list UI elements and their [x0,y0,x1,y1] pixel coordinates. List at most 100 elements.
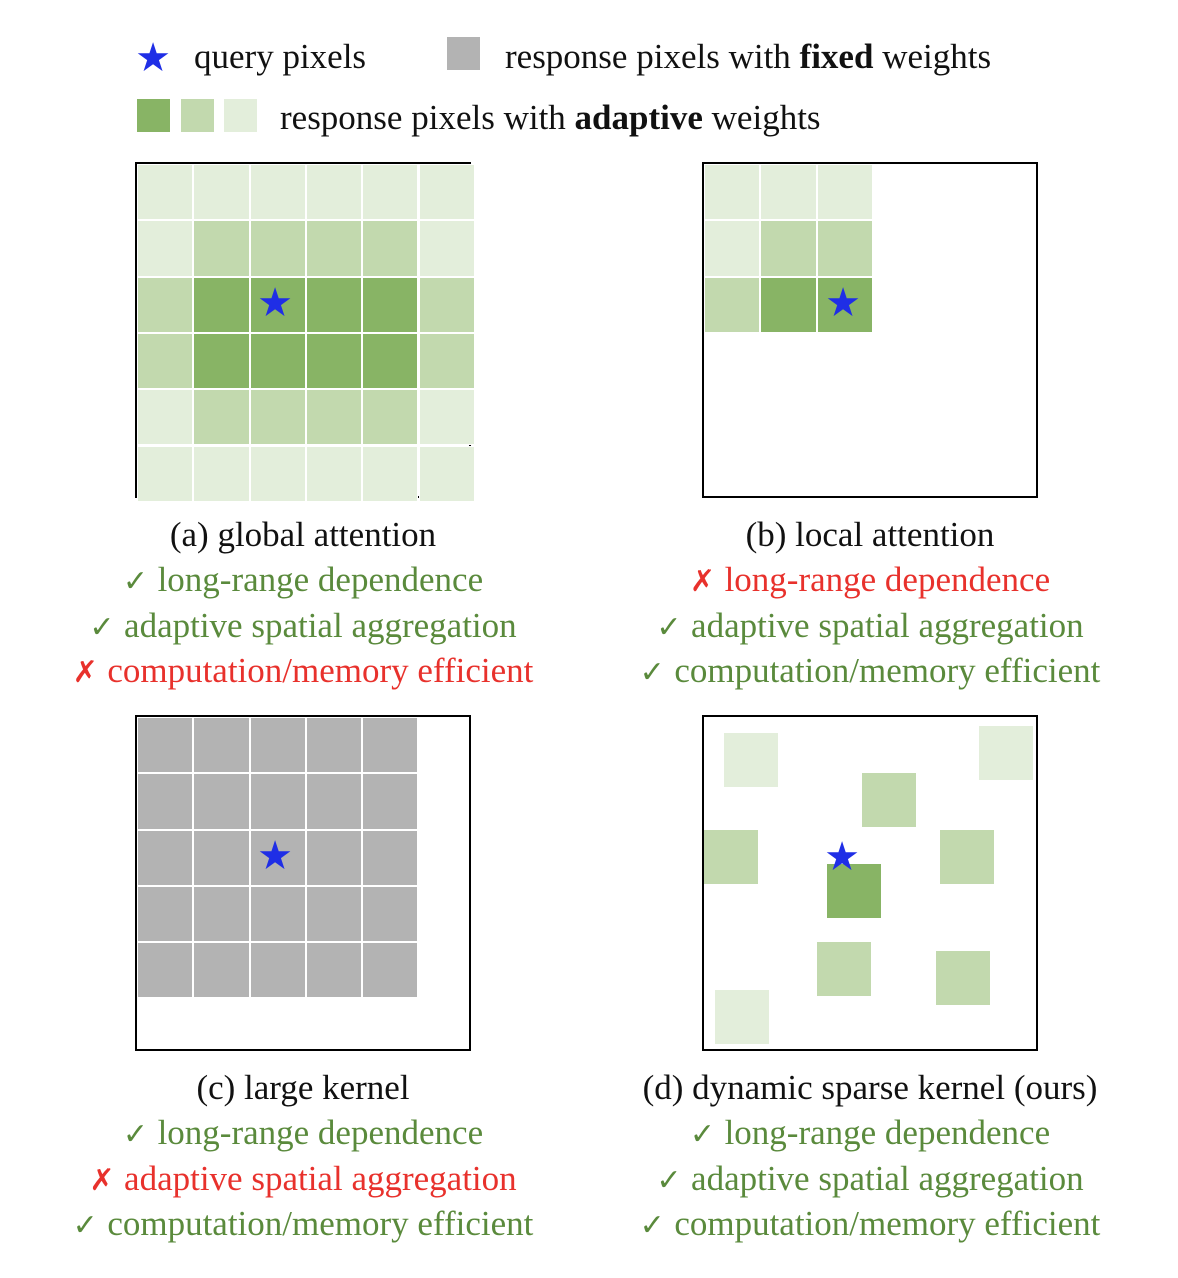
panel-caption: (b) local attention [745,515,995,554]
response-pixel [137,389,194,446]
response-pixel [305,332,363,390]
query-star-icon: ★ [257,833,293,878]
property-text: computation/memory efficient [107,651,534,690]
response-pixel [704,220,761,277]
response-pixel [305,276,363,333]
response-pixel [249,717,306,774]
check-icon: ✓ [122,564,158,599]
response-pixel [305,164,363,221]
property-satisfied: ✓ long-range dependence [23,562,583,597]
response-pixel [760,276,817,333]
response-pixel [137,164,194,221]
property-satisfied: ✓ long-range dependence [23,1115,583,1150]
response-pixel [816,220,873,277]
response-pixel [193,445,250,502]
cross-icon: ✗ [689,564,725,599]
response-pixel [704,830,758,884]
query-star-icon: ★ [825,280,861,325]
response-pixel [193,829,250,886]
response-pixel [362,773,419,830]
response-pixel [193,942,250,999]
response-pixel [362,164,419,221]
check-icon: ✓ [72,1208,108,1243]
response-pixel [193,717,250,774]
response-pixel [816,276,873,333]
property-satisfied: ✓ computation/memory efficient [23,1206,583,1241]
response-pixel [137,717,194,774]
response-pixel [362,220,419,277]
response-pixel [193,389,250,446]
property-text: computation/memory efficient [107,1204,534,1243]
property-unsatisfied: ✗ adaptive spatial aggregation [23,1161,583,1196]
response-pixel [249,332,306,390]
query-star-icon: ★ [824,834,860,879]
response-pixel [418,389,475,446]
panel-caption: (d) dynamic sparse kernel (ours) [642,1068,1098,1107]
response-pixel [193,773,250,830]
response-pixel [305,389,363,446]
response-pixel [362,717,419,774]
property-text: long-range dependence [157,1113,484,1152]
check-icon: ✓ [689,1117,725,1152]
response-pixel [362,332,419,390]
response-pixel [418,445,475,502]
response-pixel [249,942,306,999]
response-pixel [979,726,1033,780]
property-satisfied: ✓ computation/memory efficient [590,653,1150,688]
response-pixel [137,773,194,830]
property-text: long-range dependence [724,1113,1051,1152]
panel-global-attention [135,162,475,502]
response-pixel [249,773,306,830]
response-pixel [305,445,363,502]
response-pixel [137,942,194,999]
response-pixel [305,717,363,774]
response-pixel [305,773,363,830]
check-icon: ✓ [639,655,675,690]
panel-caption: (c) large kernel [196,1068,410,1107]
response-pixel [862,773,916,827]
response-pixel [137,885,194,943]
response-pixel [305,220,363,277]
response-pixel [362,885,419,943]
response-pixel [940,830,994,884]
legend-fixed-label: response pixels with fixed weights [505,39,991,74]
response-pixel [137,220,194,277]
legend-fixed-suffix: weights [873,37,992,76]
legend-adaptive-swatch-light [224,99,257,132]
response-pixel [193,332,250,390]
response-pixel [362,829,419,886]
legend-adaptive-label: response pixels with adaptive weights [280,100,821,135]
response-pixel [418,164,475,221]
property-satisfied: ✓ long-range dependence [590,1115,1150,1150]
property-text: adaptive spatial aggregation [691,605,1084,645]
property-text: adaptive spatial aggregation [691,1158,1084,1198]
response-pixel [137,829,194,886]
legend-star-icon: ★ [135,35,171,80]
response-pixel [249,885,306,943]
legend-adaptive-bold: adaptive [574,98,703,137]
legend-adaptive-suffix: weights [702,98,821,137]
response-pixel [305,942,363,999]
property-unsatisfied: ✗ long-range dependence [590,562,1150,597]
check-icon: ✓ [89,609,125,645]
property-unsatisfied: ✗ computation/memory efficient [23,653,583,688]
response-pixel [249,445,306,502]
legend-adaptive-swatch-dark [137,99,170,132]
cross-icon: ✗ [72,655,108,690]
check-icon: ✓ [639,1208,675,1243]
response-pixel [305,885,363,943]
legend-fixed-prefix: response pixels with [505,37,800,76]
response-pixel [936,951,990,1005]
response-pixel [362,276,419,333]
response-pixel [418,276,475,333]
response-pixel [249,389,306,446]
response-pixel [704,276,761,333]
response-pixel [418,220,475,277]
response-pixel [193,220,250,277]
response-pixel [817,942,871,996]
property-text: adaptive spatial aggregation [124,1158,517,1198]
legend-query-label: query pixels [194,37,367,76]
legend-adaptive-prefix: response pixels with [280,98,575,137]
response-pixel [760,220,817,277]
response-pixel [704,164,761,221]
